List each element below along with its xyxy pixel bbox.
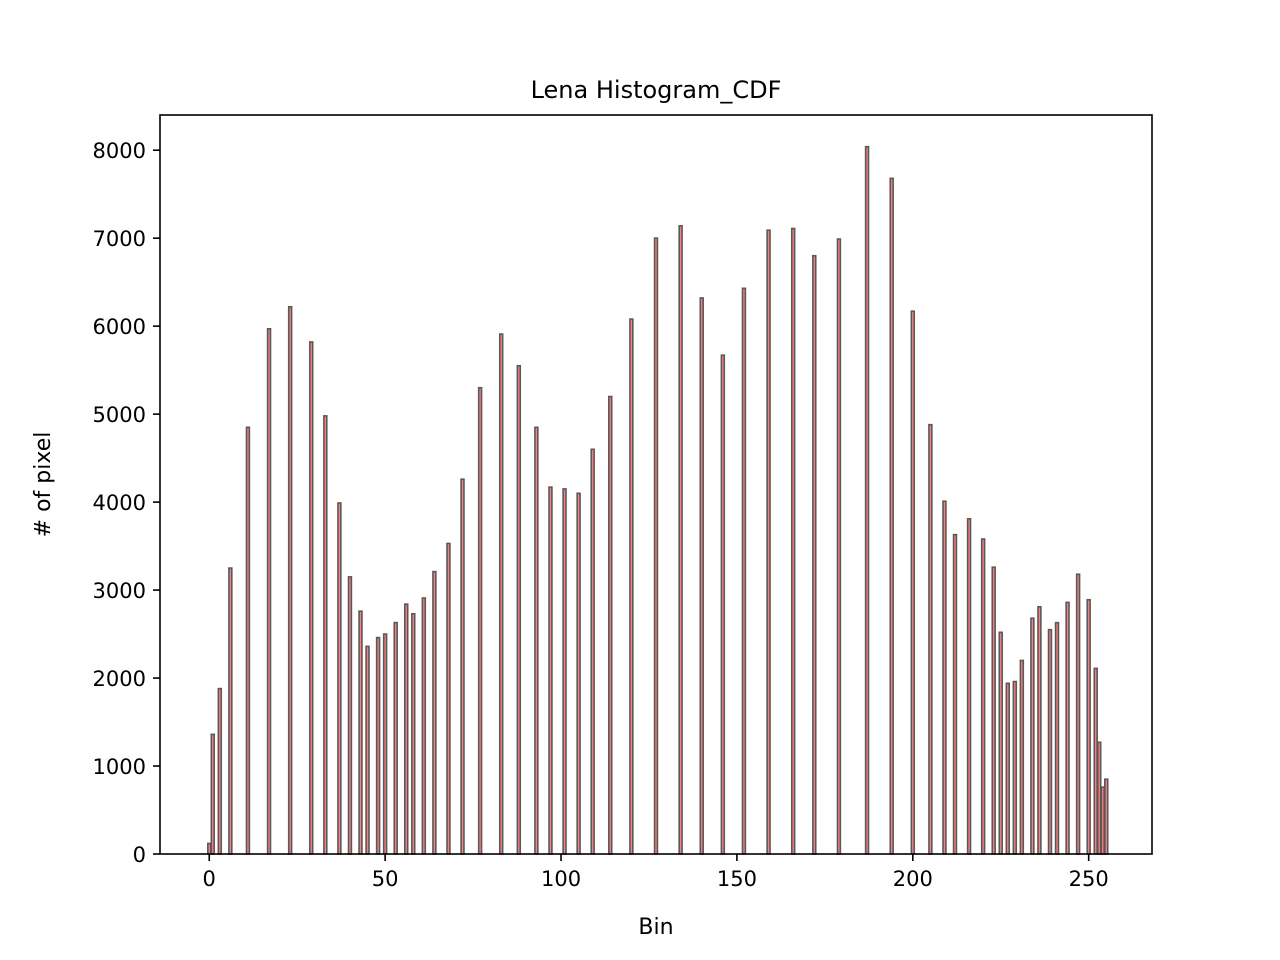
chart-title: Lena Histogram_CDF [531, 76, 782, 104]
histogram-bar [365, 645, 370, 855]
histogram-bar [608, 395, 613, 855]
histogram-bar [1065, 601, 1070, 855]
histogram-bar [403, 603, 409, 855]
histogram-bar [210, 733, 216, 855]
y-tick-label: 7000 [93, 227, 146, 251]
x-tick-label: 50 [372, 867, 399, 891]
histogram-bar [766, 229, 771, 855]
histogram-bar [590, 448, 595, 855]
histogram-bar [309, 341, 314, 855]
histogram-bar [266, 327, 272, 855]
histogram-bar [1054, 621, 1060, 855]
y-tick-label: 8000 [93, 139, 146, 163]
histogram-bar [323, 415, 328, 855]
histogram-bar [889, 177, 894, 855]
x-tick-label: 250 [1069, 867, 1109, 891]
histogram-bar [980, 538, 986, 855]
histogram-bar [358, 610, 363, 855]
histogram-bar [998, 631, 1003, 855]
histogram-bar [393, 621, 398, 855]
histogram-bar [1096, 741, 1102, 855]
histogram-bar [516, 364, 522, 855]
histogram-bar [629, 318, 634, 855]
histogram-bar [228, 567, 233, 855]
histogram-bar [836, 238, 842, 855]
histogram-bar [337, 502, 342, 855]
histogram-bar [460, 478, 465, 855]
histogram-bar [720, 354, 726, 855]
histogram-bar [1093, 667, 1098, 855]
histogram-bar [432, 570, 437, 855]
plot-frame [159, 114, 1153, 855]
x-axis-ticks: 0 50 100 150 200 250 [203, 854, 1109, 891]
y-tick-label: 5000 [93, 403, 146, 427]
histogram-bar [576, 492, 581, 855]
bar-series [207, 145, 1109, 855]
histogram-bar [548, 486, 553, 855]
y-axis-label: # of pixel [31, 432, 56, 538]
histogram-bar [207, 842, 212, 855]
histogram-bar [678, 225, 683, 855]
histogram-bar [1019, 659, 1025, 855]
histogram-bar [421, 597, 427, 855]
histogram-bar [928, 423, 933, 855]
x-axis-label: Bin [638, 915, 673, 940]
histogram-bar [966, 518, 972, 855]
histogram-bar [446, 542, 451, 855]
x-tick-label: 100 [541, 867, 581, 891]
histogram-bar [653, 237, 659, 855]
histogram-bar [1012, 680, 1018, 855]
histogram-bar [287, 305, 293, 855]
histogram-bar [812, 254, 817, 855]
histogram-bar [245, 426, 251, 855]
histogram-bar [790, 227, 796, 855]
histogram-bar [1047, 628, 1053, 855]
histogram-bar [477, 386, 483, 855]
histogram-bar [1104, 778, 1109, 855]
histogram-bar [562, 488, 567, 855]
histogram-bar [498, 333, 504, 855]
histogram-bar [952, 533, 958, 855]
y-tick-label: 1000 [93, 755, 146, 779]
histogram-bar [1005, 682, 1011, 855]
y-tick-label: 3000 [93, 579, 146, 603]
histogram-bar [534, 426, 539, 855]
histogram-bar [375, 636, 381, 855]
x-tick-label: 200 [893, 867, 933, 891]
histogram-bar [1037, 605, 1042, 855]
histogram-bar [1086, 598, 1091, 855]
histogram-bar [991, 566, 996, 855]
histogram-bar [864, 145, 870, 855]
histogram-bar [217, 687, 223, 855]
histogram-bar [411, 613, 416, 855]
histogram-bar [910, 310, 916, 855]
y-tick-label: 4000 [93, 491, 146, 515]
y-tick-label: 2000 [93, 667, 146, 691]
histogram-bar [1030, 617, 1035, 855]
histogram-bar [382, 633, 388, 855]
x-tick-label: 150 [717, 867, 757, 891]
histogram-bar [1100, 786, 1105, 855]
histogram-bar [942, 500, 947, 855]
histogram-bar [1075, 573, 1081, 855]
y-tick-label: 6000 [93, 315, 146, 339]
histogram-bar [741, 287, 747, 855]
histogram-bar [699, 297, 704, 855]
histogram-bar [347, 576, 353, 855]
y-axis-ticks: 0 1000 2000 3000 4000 5000 6000 7000 8000 [93, 139, 160, 867]
x-tick-label: 0 [203, 867, 216, 891]
y-tick-label: 0 [133, 843, 146, 867]
